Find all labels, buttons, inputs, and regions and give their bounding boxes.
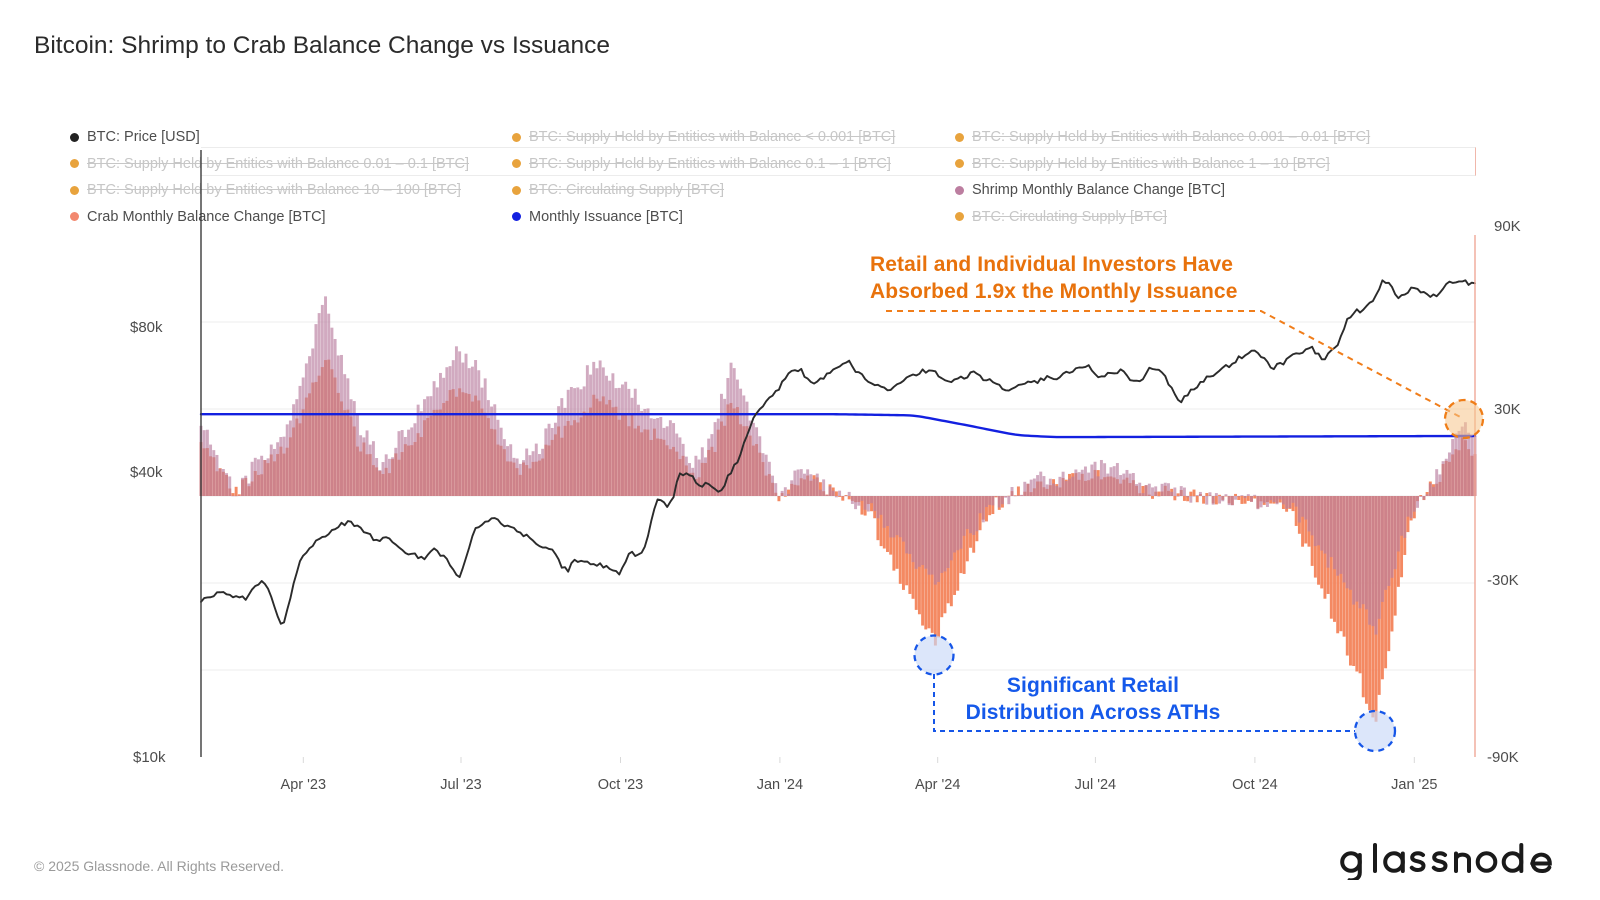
svg-text:Oct '24: Oct '24 — [1232, 777, 1277, 793]
svg-text:Jul '23: Jul '23 — [440, 777, 481, 793]
svg-text:Jul '24: Jul '24 — [1075, 777, 1116, 793]
svg-text:Jan '25: Jan '25 — [1391, 777, 1437, 793]
svg-text:Apr '24: Apr '24 — [915, 777, 961, 793]
svg-text:Oct '23: Oct '23 — [598, 777, 643, 793]
svg-text:Jan '24: Jan '24 — [757, 777, 803, 793]
svg-text:Apr '23: Apr '23 — [281, 777, 327, 793]
